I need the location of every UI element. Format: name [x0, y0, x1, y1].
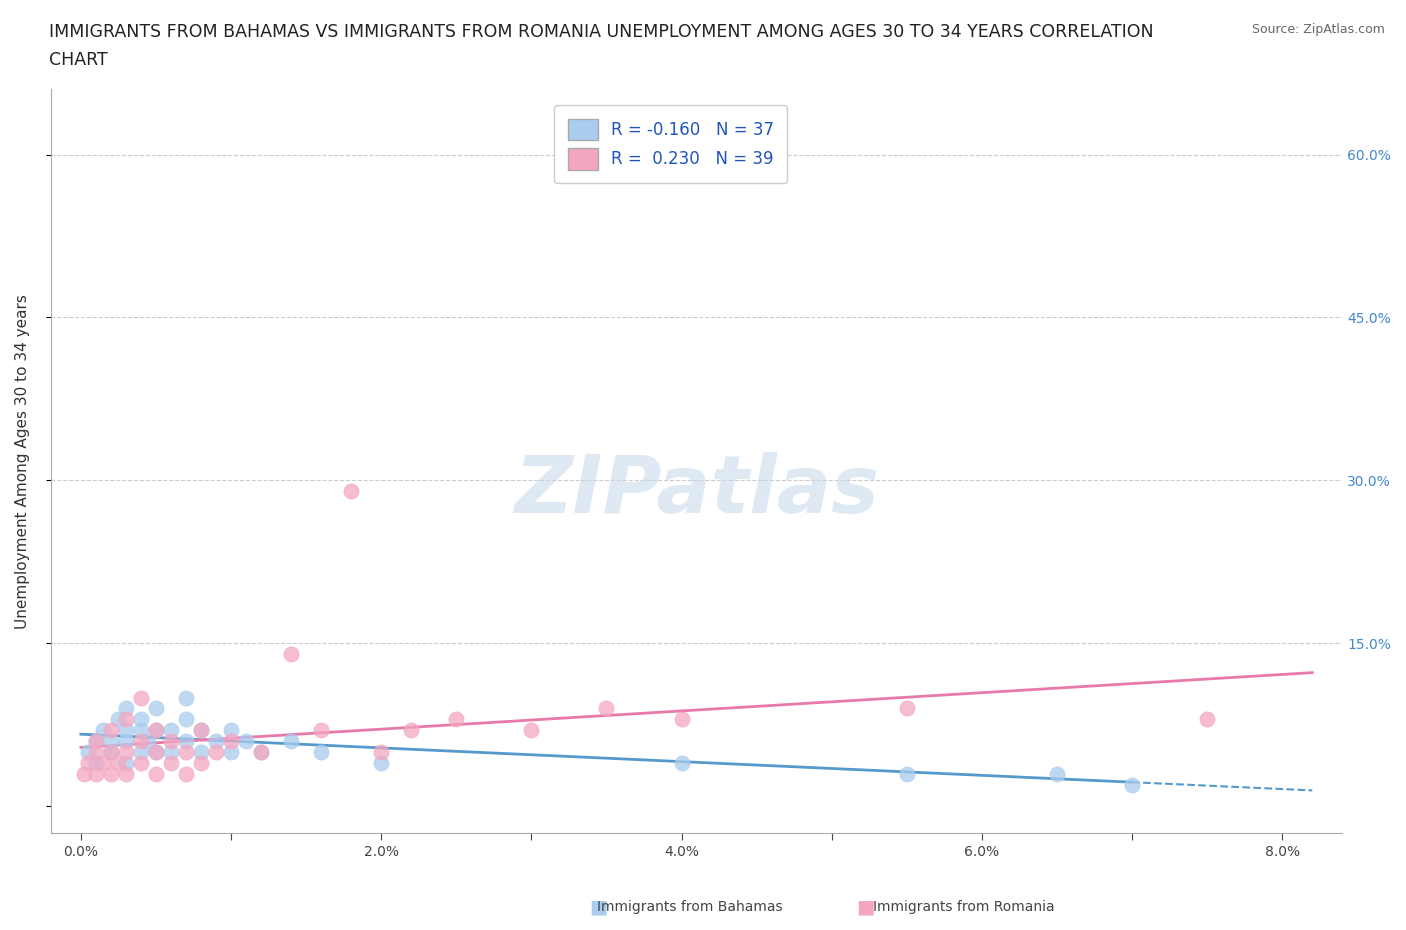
Point — [190, 723, 212, 737]
Text: IMMIGRANTS FROM BAHAMAS VS IMMIGRANTS FROM ROMANIA UNEMPLOYMENT AMONG AGES 30 TO: IMMIGRANTS FROM BAHAMAS VS IMMIGRANTS FR… — [49, 23, 1154, 41]
Point — [115, 723, 138, 737]
Point — [250, 745, 273, 760]
Text: ■: ■ — [589, 897, 607, 916]
Point — [1046, 766, 1069, 781]
Point — [107, 711, 129, 726]
Point — [93, 755, 115, 770]
Point — [174, 766, 197, 781]
Point — [174, 690, 197, 705]
Text: Immigrants from Romania: Immigrants from Romania — [873, 899, 1054, 914]
Point — [174, 734, 197, 749]
Point — [520, 723, 543, 737]
Point — [174, 711, 197, 726]
Point — [160, 755, 183, 770]
Point — [309, 745, 332, 760]
Point — [129, 723, 152, 737]
Point — [84, 745, 107, 760]
Point — [100, 734, 122, 749]
Point — [309, 723, 332, 737]
Point — [100, 745, 122, 760]
Point — [174, 745, 197, 760]
Point — [205, 745, 228, 760]
Point — [160, 734, 183, 749]
Point — [145, 766, 167, 781]
Point — [340, 484, 363, 498]
Point — [100, 723, 122, 737]
Point — [190, 745, 212, 760]
Text: ZIPatlas: ZIPatlas — [515, 452, 879, 530]
Point — [595, 701, 617, 716]
Point — [84, 755, 107, 770]
Point — [219, 734, 242, 749]
Point — [129, 745, 152, 760]
Point — [100, 745, 122, 760]
Point — [1197, 711, 1219, 726]
Point — [129, 690, 152, 705]
Point — [235, 734, 257, 749]
Point — [84, 734, 107, 749]
Point — [93, 723, 115, 737]
Point — [100, 766, 122, 781]
Point — [190, 755, 212, 770]
Point — [1121, 777, 1143, 792]
Point — [145, 723, 167, 737]
Point — [107, 755, 129, 770]
Point — [190, 723, 212, 737]
Point — [280, 734, 302, 749]
Legend: R = -0.160   N = 37, R =  0.230   N = 39: R = -0.160 N = 37, R = 0.230 N = 39 — [554, 105, 787, 183]
Text: Source: ZipAtlas.com: Source: ZipAtlas.com — [1251, 23, 1385, 36]
Point — [160, 723, 183, 737]
Point — [370, 755, 392, 770]
Point — [115, 734, 138, 749]
Point — [205, 734, 228, 749]
Point — [77, 745, 100, 760]
Point — [399, 723, 422, 737]
Point — [129, 734, 152, 749]
Point — [896, 701, 918, 716]
Point — [115, 766, 138, 781]
Text: ■: ■ — [856, 897, 875, 916]
Point — [219, 723, 242, 737]
Point — [145, 745, 167, 760]
Point — [250, 745, 273, 760]
Text: Immigrants from Bahamas: Immigrants from Bahamas — [596, 899, 782, 914]
Point — [145, 701, 167, 716]
Point — [129, 711, 152, 726]
Point — [77, 755, 100, 770]
Point — [129, 755, 152, 770]
Point — [280, 646, 302, 661]
Y-axis label: Unemployment Among Ages 30 to 34 years: Unemployment Among Ages 30 to 34 years — [15, 294, 30, 629]
Point — [115, 701, 138, 716]
Point — [671, 711, 693, 726]
Point — [145, 745, 167, 760]
Point — [138, 734, 160, 749]
Point — [115, 755, 138, 770]
Point — [73, 766, 96, 781]
Point — [145, 723, 167, 737]
Point — [446, 711, 468, 726]
Point — [84, 766, 107, 781]
Point — [219, 745, 242, 760]
Point — [160, 745, 183, 760]
Point — [896, 766, 918, 781]
Text: CHART: CHART — [49, 51, 108, 69]
Point — [84, 734, 107, 749]
Point — [115, 711, 138, 726]
Point — [370, 745, 392, 760]
Point — [671, 755, 693, 770]
Point — [115, 745, 138, 760]
